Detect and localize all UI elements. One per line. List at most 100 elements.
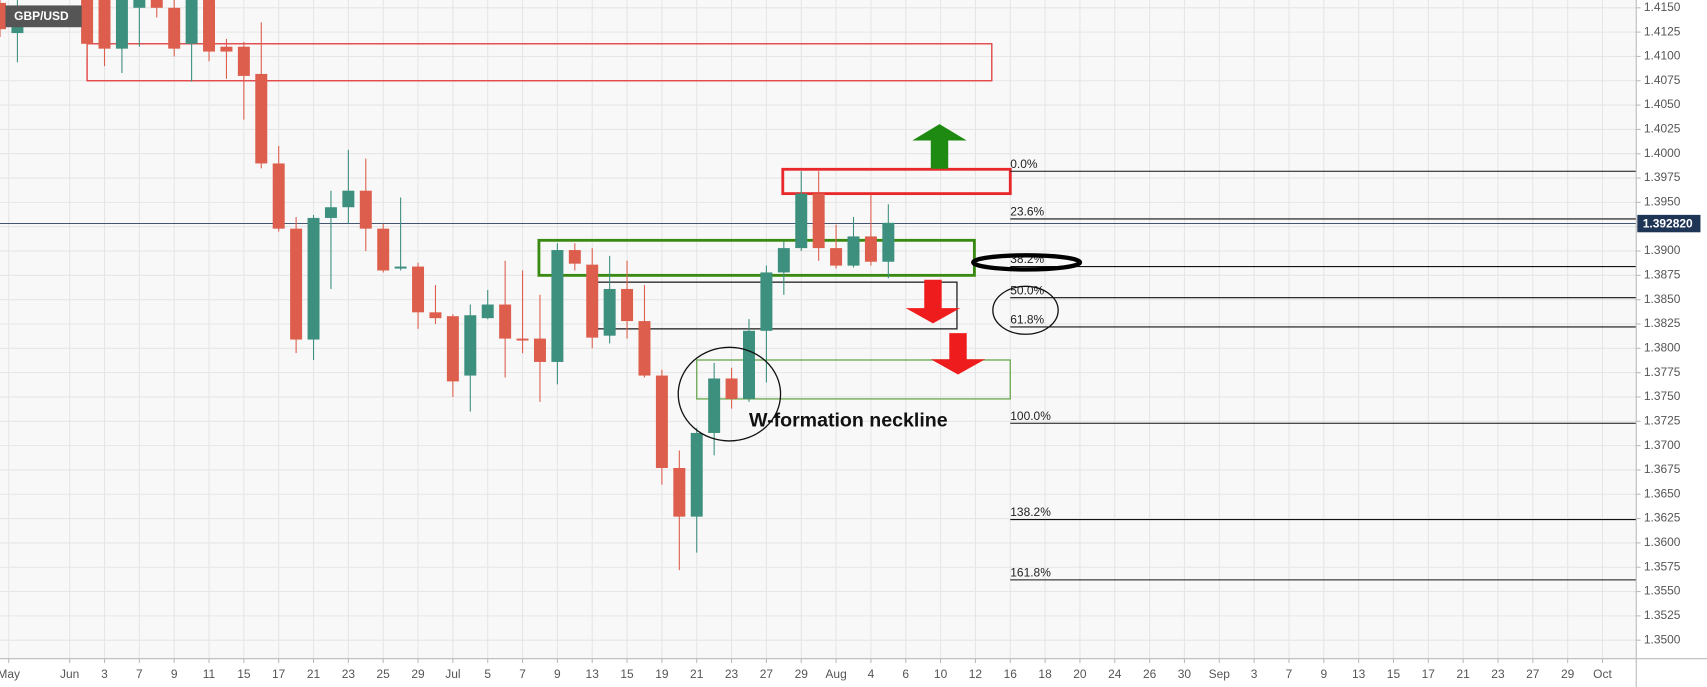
x-tick-label: 26 bbox=[1143, 667, 1157, 681]
down-arrow bbox=[905, 279, 961, 324]
x-tick-label: 17 bbox=[1422, 667, 1436, 681]
candle-body bbox=[743, 330, 755, 399]
candle-body bbox=[324, 207, 337, 218]
fib-label: 161.8% bbox=[1010, 566, 1051, 580]
y-tick-label: 1.3900 bbox=[1644, 243, 1681, 257]
x-tick-label: 18 bbox=[1038, 667, 1052, 681]
zone bbox=[86, 43, 993, 82]
fib-label: 0.0% bbox=[1010, 157, 1038, 171]
x-tick-label: 15 bbox=[1387, 667, 1401, 681]
y-tick-label: 1.3825 bbox=[1644, 316, 1681, 330]
x-tick-label: 13 bbox=[586, 667, 600, 681]
candle-body bbox=[185, 0, 198, 44]
candle-body bbox=[394, 266, 407, 269]
x-tick-label: 27 bbox=[1526, 667, 1540, 681]
x-tick-label: 23 bbox=[342, 667, 356, 681]
candle-body bbox=[673, 467, 686, 517]
y-tick-label: 1.3725 bbox=[1644, 413, 1681, 427]
y-tick-label: 1.3600 bbox=[1644, 535, 1681, 549]
y-tick-label: 1.3975 bbox=[1644, 170, 1681, 184]
candle-body bbox=[81, 0, 94, 44]
candle-body bbox=[237, 46, 250, 76]
x-tick-label: 15 bbox=[237, 667, 251, 681]
fib-label: 50.0% bbox=[1010, 283, 1044, 297]
candle-body bbox=[568, 250, 581, 264]
candle-body bbox=[272, 163, 285, 229]
x-tick-label: 21 bbox=[690, 667, 704, 681]
x-tick-label: 23 bbox=[1491, 667, 1505, 681]
x-tick-label: 3 bbox=[101, 667, 108, 681]
fib-label: 100.0% bbox=[1010, 409, 1051, 423]
y-tick-label: 1.3850 bbox=[1644, 292, 1681, 306]
y-tick-label: 1.4050 bbox=[1644, 97, 1681, 111]
candle-body bbox=[168, 7, 181, 49]
zone bbox=[696, 359, 1011, 400]
x-tick-label: 13 bbox=[1352, 667, 1366, 681]
candle-body bbox=[499, 304, 512, 339]
x-tick-label: 4 bbox=[868, 667, 875, 681]
x-tick-label: Jun bbox=[60, 667, 79, 681]
overlay: W-formation neckline bbox=[677, 124, 1083, 442]
zone bbox=[537, 238, 976, 277]
x-tick-label: 9 bbox=[171, 667, 178, 681]
last-price-label: 1.392820 bbox=[1643, 216, 1693, 230]
x-tick-label: 9 bbox=[554, 667, 561, 681]
candle-body bbox=[708, 378, 721, 433]
fib-label: 23.6% bbox=[1010, 205, 1044, 219]
candle-body bbox=[551, 250, 564, 362]
candle-body bbox=[690, 432, 703, 517]
up-arrow bbox=[912, 124, 967, 169]
candle-body bbox=[307, 217, 320, 340]
x-tick-label: 30 bbox=[1178, 667, 1192, 681]
y-tick-label: 1.3775 bbox=[1644, 365, 1681, 379]
x-tick-label: 11 bbox=[203, 667, 216, 681]
candle-body bbox=[429, 312, 442, 319]
x-tick-label: 17 bbox=[272, 667, 286, 681]
candle-body bbox=[377, 228, 390, 271]
candle-body bbox=[760, 272, 773, 331]
x-tick-label: 27 bbox=[760, 667, 774, 681]
candle-body bbox=[725, 378, 738, 399]
x-tick-label: 7 bbox=[136, 667, 143, 681]
candle-body bbox=[115, 0, 128, 49]
candle-body bbox=[516, 338, 529, 341]
x-tick-label: 24 bbox=[1108, 667, 1122, 681]
x-tick-label: 20 bbox=[1073, 667, 1087, 681]
fib-label: 61.8% bbox=[1010, 313, 1044, 327]
x-tick-label: 5 bbox=[484, 667, 491, 681]
y-tick-label: 1.3950 bbox=[1644, 195, 1681, 209]
y-tick-label: 1.3625 bbox=[1644, 511, 1681, 525]
x-tick-label: 29 bbox=[411, 667, 425, 681]
x-tick-label: May bbox=[0, 667, 20, 681]
candle-body bbox=[290, 228, 303, 340]
y-tick-label: 1.4150 bbox=[1644, 0, 1681, 14]
y-tick-label: 1.4100 bbox=[1644, 49, 1681, 63]
x-tick-label: 9 bbox=[1320, 667, 1327, 681]
candle-body bbox=[98, 0, 111, 49]
candle-body bbox=[795, 193, 808, 249]
y-tick-label: 1.4000 bbox=[1644, 146, 1681, 160]
y-tick-label: 1.3675 bbox=[1644, 462, 1681, 476]
last-price-box bbox=[1637, 214, 1701, 233]
y-tick-label: 1.3700 bbox=[1644, 438, 1681, 452]
candle-body bbox=[777, 248, 790, 273]
x-tick-label: 29 bbox=[795, 667, 809, 681]
candle-body bbox=[847, 236, 860, 266]
x-tick-label: 21 bbox=[1456, 667, 1470, 681]
y-tick-label: 1.3650 bbox=[1644, 486, 1681, 500]
x-tick-label: Jul bbox=[445, 667, 460, 681]
grid bbox=[0, 0, 1637, 659]
candle-body bbox=[586, 264, 599, 338]
x-tick-label: 15 bbox=[620, 667, 634, 681]
candle-body bbox=[359, 190, 372, 229]
y-tick-label: 1.3500 bbox=[1644, 632, 1681, 646]
x-tick-label: Sep bbox=[1209, 667, 1231, 681]
candle-body bbox=[220, 46, 233, 52]
symbol-label: GBP/USD bbox=[14, 9, 69, 23]
x-tick-label: 7 bbox=[519, 667, 526, 681]
fib-label: 138.2% bbox=[1010, 505, 1051, 519]
fib-highlight bbox=[971, 253, 1083, 272]
y-tick-label: 1.3750 bbox=[1644, 389, 1681, 403]
candle-body bbox=[0, 2, 6, 30]
candle-body bbox=[621, 288, 634, 322]
